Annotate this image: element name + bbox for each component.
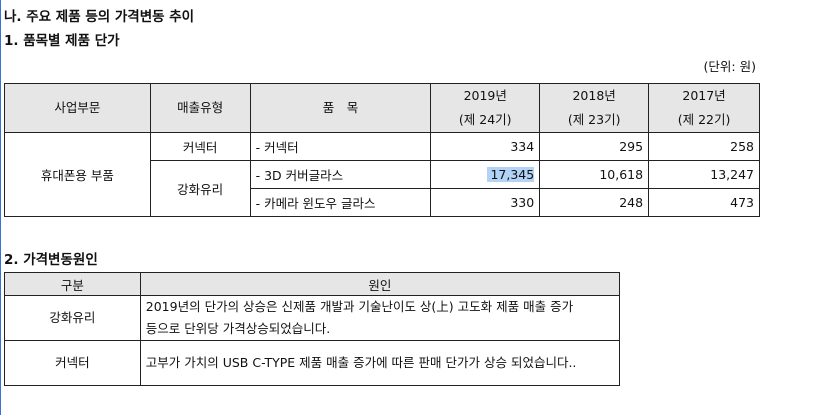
value-2018-cell: 10,618 [539,160,650,189]
header-2019-period: (제 24기) [458,112,512,127]
value-2019-cell: 17,345 [430,160,541,189]
table-row: 강화유리 2019년의 단가의 상승은 신제품 개발과 기술난이도 상(上) 고… [4,295,621,341]
sales-type-cell: 강화유리 [149,160,251,217]
price-subsection-title: 1. 품목별 제품 단가 [4,33,120,49]
header-2017: 2017년 (제 22기) [648,83,760,133]
header-2019: 2019년 (제 24기) [430,83,541,133]
table-row: 강화유리 - 3D 커버글라스 17,345 10,618 13,247 [5,160,760,217]
value-2017-cell: 258 [648,132,760,161]
category-cell: 강화유리 [4,295,141,341]
category-cell: 커넥터 [4,340,141,386]
selected-value-highlight[interactable]: 17,345 [487,167,535,182]
header-division: 사업부문 [4,83,151,133]
cause-cell: 2019년의 단가의 상승은 신제품 개발과 기술난이도 상(上) 고도화 제품… [139,295,621,341]
header-2017-period: (제 22기) [677,112,731,127]
value-2019-cell: 330 [430,188,541,217]
cause-text-line: 등으로 단위당 가격상승되었습니다. [145,321,331,336]
header-category: 구분 [4,272,141,296]
cause-text-line: 2019년의 단가의 상승은 신제품 개발과 기술난이도 상(上) 고도화 제품… [145,299,574,314]
cause-header-row: 구분 원인 [4,272,621,296]
sales-type-cell: 커넥터 [149,132,251,161]
table-row: 휴대폰용 부품 커넥터 - 커넥터 334 295 258 [4,132,760,217]
header-sales-type: 매출유형 [149,83,251,133]
table-row: 커넥터 고부가 가치의 USB C-TYPE 제품 매출 증가에 따른 판매 단… [4,340,621,386]
cause-subsection-title: 2. 가격변동원인 [4,252,98,268]
value-2017-cell: 13,247 [648,160,760,189]
value-2019-cell: 334 [430,132,541,161]
header-2019-year: 2019년 [463,88,507,103]
table-row: - 카메라 윈도우 글라스 330 248 473 [5,188,760,217]
price-table: 사업부문 매출유형 품 목 2019년 (제 24기) 2018년 (제 23기… [4,83,760,217]
header-2018-year: 2018년 [572,88,616,103]
item-cell: - 커넥터 [249,132,432,161]
unit-label: (단위: 원) [703,59,756,74]
price-header-row: 사업부문 매출유형 품 목 2019년 (제 24기) 2018년 (제 23기… [4,83,760,133]
item-cell: - 카메라 윈도우 글라스 [249,188,432,217]
header-cause: 원인 [139,272,621,296]
section-title: 나. 주요 제품 등의 가격변동 추이 [4,9,195,25]
division-cell: 휴대폰용 부품 [4,132,151,217]
cause-table: 구분 원인 강화유리 2019년의 단가의 상승은 신제품 개발과 기술난이도 … [4,272,621,386]
header-2017-year: 2017년 [682,88,726,103]
cause-text-line: 고부가 가치의 USB C-TYPE 제품 매출 증가에 따른 판매 단가가 상… [145,355,577,370]
value-2017-cell: 473 [648,188,760,217]
header-item: 품 목 [249,83,432,133]
header-2018: 2018년 (제 23기) [539,83,650,133]
item-cell: - 3D 커버글라스 [249,160,432,189]
left-edge-line [0,0,1,415]
cause-cell: 고부가 가치의 USB C-TYPE 제품 매출 증가에 따른 판매 단가가 상… [139,340,621,386]
value-2018-cell: 248 [539,188,650,217]
value-2018-cell: 295 [539,132,650,161]
header-2018-period: (제 23기) [567,112,621,127]
